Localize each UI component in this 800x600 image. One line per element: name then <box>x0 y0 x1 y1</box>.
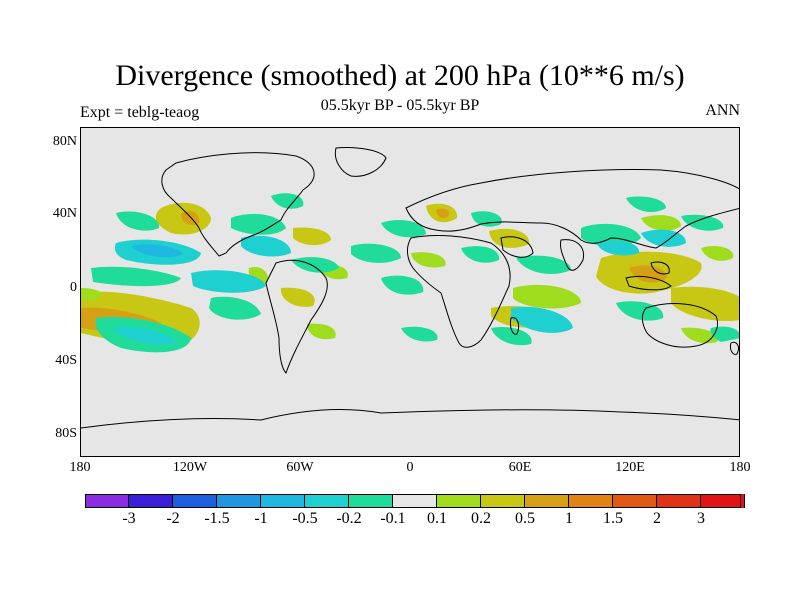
coastlines <box>81 147 739 429</box>
colorbar-segment <box>349 494 393 508</box>
colorbar-segment <box>305 494 349 508</box>
colorbar-segment <box>261 494 305 508</box>
period-label: ANN <box>705 102 740 119</box>
colorbar-segment <box>569 494 613 508</box>
colorbar-segment <box>217 494 261 508</box>
colorbar-label: 0.5 <box>515 510 535 527</box>
plot-title: Divergence (smoothed) at 200 hPa (10**6 … <box>115 59 685 92</box>
lon-tick-180e: 180 <box>729 460 751 475</box>
colorbar-label: 3 <box>697 510 705 527</box>
colorbar-segment <box>613 494 657 508</box>
colorbar-label: 1 <box>565 510 573 527</box>
colorbar-segment <box>85 494 129 508</box>
plot-subtitle: 05.5kyr BP - 05.5kyr BP <box>320 97 480 114</box>
map-panel <box>80 127 740 457</box>
lon-tick-180w: 180 <box>69 460 91 475</box>
lon-tick-120w: 120W <box>172 460 208 475</box>
colorbar-segment <box>657 494 701 508</box>
colorbar-label: -0.5 <box>292 510 318 527</box>
lat-tick-80n: 80N <box>52 134 77 149</box>
negative-divergence-regions <box>91 193 739 353</box>
colorbar-label: -2 <box>166 510 180 527</box>
lat-tick-40s: 40S <box>55 353 77 368</box>
colorbar-label: 0.2 <box>471 510 491 527</box>
colorbar <box>85 494 745 508</box>
colorbar-label: -1.5 <box>204 510 230 527</box>
colorbar-segment <box>173 494 217 508</box>
colorbar-label: 2 <box>653 510 661 527</box>
colorbar-label: -1 <box>254 510 268 527</box>
colorbar-label: -0.1 <box>380 510 406 527</box>
divergence-map <box>81 147 739 429</box>
colorbar-label: 1.5 <box>603 510 623 527</box>
lon-tick-120e: 120E <box>615 460 645 475</box>
colorbar-label: 0.1 <box>427 510 447 527</box>
lon-tick-60e: 60E <box>508 460 532 475</box>
lon-tick-0: 0 <box>406 460 414 475</box>
lat-tick-equator: 0 <box>70 280 77 295</box>
colorbar-label: -3 <box>122 510 136 527</box>
colorbar-segment <box>701 494 745 508</box>
colorbar-segment <box>129 494 173 508</box>
lon-tick-60w: 60W <box>286 460 314 475</box>
lat-tick-80s: 80S <box>55 426 77 441</box>
colorbar-segment <box>525 494 569 508</box>
colorbar-label: -0.2 <box>336 510 362 527</box>
colorbar-segment <box>481 494 525 508</box>
colorbar-segment <box>393 494 437 508</box>
colorbar-segment <box>437 494 481 508</box>
experiment-label: Expt = teblg-teaog <box>80 104 200 121</box>
lat-tick-40n: 40N <box>52 206 77 221</box>
